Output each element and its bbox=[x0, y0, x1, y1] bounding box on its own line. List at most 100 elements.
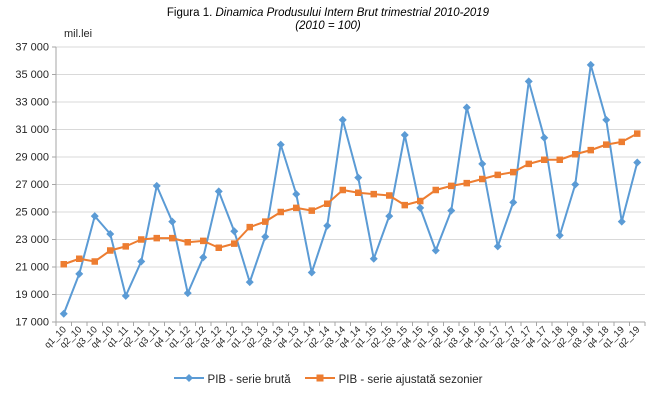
data-point-marker bbox=[634, 130, 641, 137]
data-point-marker bbox=[478, 159, 487, 168]
data-point-marker bbox=[509, 198, 518, 207]
data-point-marker bbox=[385, 212, 394, 221]
legend-label-serie-ajustata: PIB - serie ajustată sezonier bbox=[338, 373, 483, 386]
data-point-marker bbox=[75, 269, 84, 278]
data-point-marker bbox=[91, 258, 98, 265]
legend-item-serie-ajustata: PIB - serie ajustată sezonier bbox=[304, 373, 483, 386]
data-point-marker bbox=[586, 60, 595, 69]
data-point-marker bbox=[121, 291, 130, 300]
data-point-marker bbox=[308, 207, 315, 214]
y-tick-label: 21 000 bbox=[15, 262, 49, 274]
chart-legend: PIB - serie brută PIB - serie ajustată s… bbox=[0, 373, 656, 386]
data-point-marker bbox=[587, 146, 594, 154]
y-gridlines bbox=[52, 46, 645, 323]
data-point-marker bbox=[417, 197, 424, 205]
series-pib-bruta bbox=[59, 60, 642, 318]
data-point-marker bbox=[168, 217, 177, 226]
y-tick-label: 31 000 bbox=[15, 124, 49, 136]
series-line bbox=[62, 132, 639, 266]
data-point-marker bbox=[370, 190, 377, 198]
data-point-marker bbox=[324, 200, 331, 207]
y-tick-label: 23 000 bbox=[15, 234, 49, 246]
data-point-marker bbox=[463, 179, 470, 187]
data-point-marker bbox=[354, 173, 363, 182]
data-point-marker bbox=[355, 189, 362, 196]
data-point-marker bbox=[572, 151, 579, 158]
y-axis-unit-label: mil.lei bbox=[64, 28, 93, 40]
data-point-marker bbox=[401, 201, 408, 209]
data-point-marker bbox=[633, 158, 642, 167]
figure-title: Figura 1. Dinamica Produsului Intern Bru… bbox=[0, 6, 656, 20]
data-point-marker bbox=[603, 141, 610, 148]
data-point-marker bbox=[369, 254, 378, 263]
data-point-marker bbox=[107, 247, 114, 254]
data-point-marker bbox=[479, 175, 486, 183]
series-line bbox=[62, 63, 639, 315]
data-point-marker bbox=[448, 182, 455, 190]
y-tick-label: 29 000 bbox=[15, 152, 49, 164]
serie-ajustata-line-square-icon bbox=[304, 373, 335, 386]
data-point-marker bbox=[60, 261, 67, 268]
y-tick-label: 27 000 bbox=[15, 179, 49, 191]
data-point-marker bbox=[493, 242, 502, 251]
data-point-marker bbox=[494, 171, 501, 179]
legend-item-serie-bruta: PIB - serie brută bbox=[173, 373, 291, 386]
data-point-marker bbox=[231, 240, 238, 247]
data-point-marker bbox=[617, 217, 626, 226]
y-tick-label: 37 000 bbox=[15, 42, 49, 54]
data-point-marker bbox=[262, 218, 269, 225]
data-point-marker bbox=[525, 160, 532, 168]
data-point-marker bbox=[541, 156, 548, 163]
data-point-marker bbox=[416, 203, 425, 212]
x-axis-labels: q1_10q2_10q3_10q4_10q1_11q2_11q3_11q4_11… bbox=[42, 324, 642, 350]
data-point-marker bbox=[59, 309, 68, 318]
serie-bruta-line-diamond-icon bbox=[173, 373, 204, 386]
series-pib-ajustata bbox=[60, 130, 641, 268]
data-point-marker bbox=[540, 133, 549, 142]
figure-title-prefix: Figura 1. bbox=[166, 7, 213, 19]
data-point-marker bbox=[293, 204, 300, 212]
data-point-marker bbox=[432, 186, 439, 194]
y-tick-label: 35 000 bbox=[15, 69, 49, 81]
data-point-marker bbox=[277, 208, 284, 216]
data-point-marker bbox=[431, 246, 440, 255]
data-point-marker bbox=[152, 181, 161, 190]
y-tick-label: 25 000 bbox=[15, 207, 49, 219]
data-point-marker bbox=[323, 221, 332, 230]
data-point-marker bbox=[138, 236, 145, 243]
data-point-marker bbox=[199, 253, 208, 262]
data-point-marker bbox=[76, 255, 83, 262]
data-point-marker bbox=[246, 223, 253, 231]
data-point-marker bbox=[447, 206, 456, 215]
data-point-marker bbox=[122, 243, 129, 250]
data-point-marker bbox=[169, 234, 176, 242]
data-point-marker bbox=[556, 156, 563, 163]
data-point-marker bbox=[510, 168, 517, 176]
data-point-marker bbox=[602, 115, 611, 124]
data-point-marker bbox=[90, 212, 99, 221]
y-tick-label: 33 000 bbox=[15, 97, 49, 109]
data-point-marker bbox=[400, 131, 409, 139]
data-point-marker bbox=[137, 257, 146, 266]
x-axis-ticks bbox=[55, 322, 646, 326]
data-point-marker bbox=[338, 115, 347, 124]
data-point-marker bbox=[571, 180, 580, 189]
y-tick-label: 17 000 bbox=[15, 317, 49, 329]
data-point-marker bbox=[307, 268, 316, 277]
data-point-marker bbox=[524, 77, 533, 86]
data-point-marker bbox=[261, 232, 270, 241]
data-point-marker bbox=[230, 227, 239, 236]
data-point-marker bbox=[339, 186, 346, 194]
data-point-marker bbox=[276, 140, 285, 149]
legend-label-serie-bruta: PIB - serie brută bbox=[207, 373, 291, 386]
y-tick-label: 19 000 bbox=[15, 289, 49, 301]
data-point-marker bbox=[200, 237, 207, 245]
data-point-marker bbox=[462, 103, 471, 112]
figure-title-main: Dinamica Produsului Intern Brut trimestr… bbox=[212, 7, 490, 19]
data-point-marker bbox=[184, 239, 191, 246]
data-point-marker bbox=[215, 244, 222, 251]
figure-subtitle: (2010 = 100) bbox=[295, 20, 361, 32]
y-axis-labels: 17 000 19 000 21 000 23 000 25 000 27 000 29 0… bbox=[15, 42, 49, 329]
